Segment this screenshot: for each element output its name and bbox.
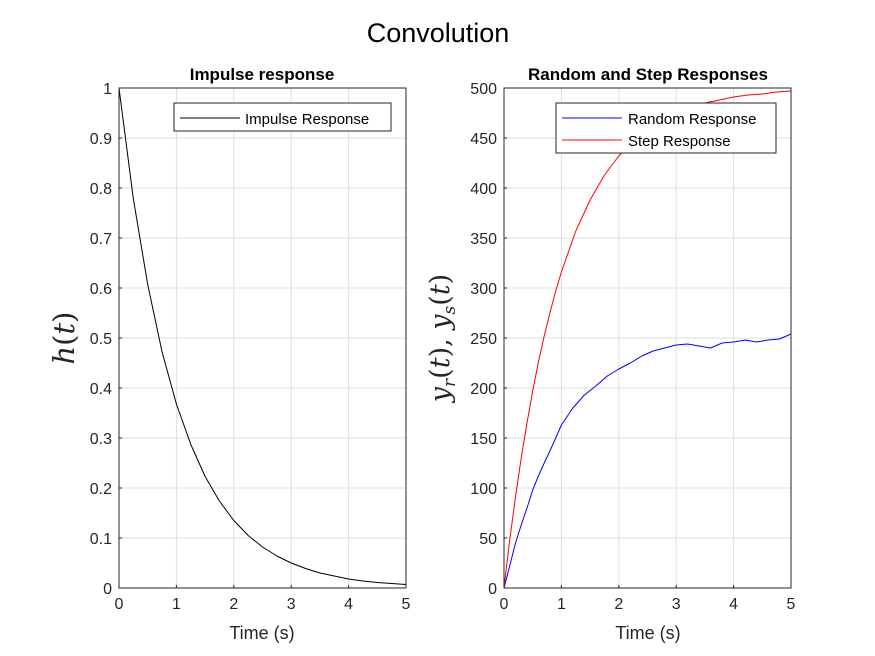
y-tick-label: 0.7 (90, 231, 112, 248)
legend-label-random: Random Response (628, 111, 756, 128)
x-tick-label: 1 (557, 596, 566, 613)
y-tick-label: 250 (470, 331, 497, 348)
y-axis-label: yr(t), ys(t) (425, 274, 460, 403)
y-tick-label: 0 (488, 581, 497, 598)
x-tick-label: 5 (402, 596, 411, 613)
legend-label-step: Step Response (628, 133, 731, 150)
y-tick-label: 0.5 (90, 331, 112, 348)
x-tick-label: 5 (787, 596, 796, 613)
series-line-impulse-response (118, 87, 407, 585)
y-tick-label: 200 (470, 381, 497, 398)
x-tick-label: 4 (729, 596, 738, 613)
legend-label-impulse: Impulse Response (245, 111, 369, 128)
y-tick-label: 0.9 (90, 131, 112, 148)
legend: Impulse Response (173, 102, 392, 132)
y-tick-label: 0 (103, 581, 112, 598)
x-tick-label: 3 (672, 596, 681, 613)
legend-box (555, 102, 777, 154)
legend-box (173, 102, 392, 132)
y-tick-label: 400 (470, 181, 497, 198)
y-tick-label: 0.2 (90, 481, 112, 498)
grid (118, 87, 407, 589)
plot-area (503, 90, 792, 589)
y-tick-label: 50 (479, 531, 497, 548)
x-tick-label: 0 (115, 596, 124, 613)
x-tick-label: 2 (614, 596, 623, 613)
x-tick-label: 2 (229, 596, 238, 613)
x-tick-label: 3 (287, 596, 296, 613)
y-tick-label: 450 (470, 131, 497, 148)
x-tick-label: 4 (344, 596, 353, 613)
impulse-response-axes: 0 1 2 3 4 5 0 0.1 0.2 0.3 0.4 0.5 0.6 0.7 0.8 0.9 1 Impu… (47, 65, 411, 643)
legend: Random Response Step Response (555, 102, 777, 154)
y-tick-label: 0.6 (90, 281, 112, 298)
ticks: 0 1 2 3 4 5 0 0.1 0.2 0.3 0.4 0.5 0.6 0.7 0.8 0.9 1 (90, 81, 411, 613)
x-axis-label: Time (s) (615, 623, 680, 643)
y-tick-label: 0.1 (90, 531, 112, 548)
y-tick-label: 0.3 (90, 431, 112, 448)
y-tick-label: 0.4 (90, 381, 112, 398)
axes-title: Random and Step Responses (528, 65, 768, 84)
axes-title: Impulse response (190, 65, 335, 84)
y-tick-label: 350 (470, 231, 497, 248)
figure-title: Convolution (367, 18, 510, 48)
plot-area (118, 87, 407, 585)
y-axis-label: h(t) (47, 312, 81, 365)
y-tick-label: 0.8 (90, 181, 112, 198)
series-line-random-response (503, 333, 792, 589)
x-tick-label: 0 (500, 596, 509, 613)
y-tick-label: 1 (103, 81, 112, 98)
y-tick-label: 500 (470, 81, 497, 98)
y-tick-label: 300 (470, 281, 497, 298)
y-tick-label: 150 (470, 431, 497, 448)
series-line-step-response (503, 90, 792, 589)
x-tick-label: 1 (172, 596, 181, 613)
x-axis-label: Time (s) (229, 623, 294, 643)
y-tick-label: 100 (470, 481, 497, 498)
